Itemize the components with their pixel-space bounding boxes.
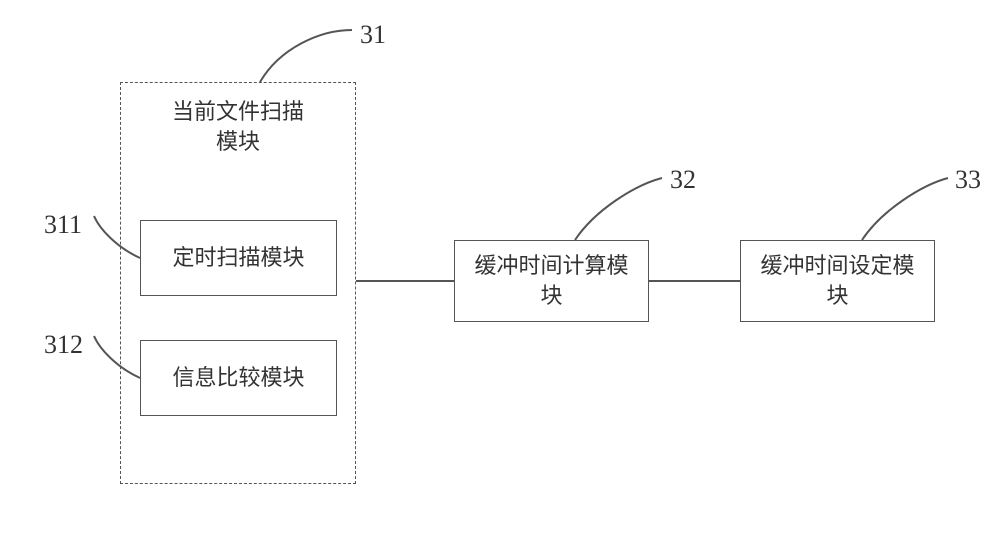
module-timed-scan-label: 定时扫描模块 bbox=[172, 243, 304, 273]
module-buffer-time-calc-l2: 块 bbox=[540, 281, 562, 311]
ref-label-32: 32 bbox=[670, 165, 696, 195]
module-title-line2: 模块 bbox=[172, 127, 304, 157]
module-buffer-time-set-l1: 缓冲时间设定模 bbox=[760, 251, 914, 281]
ref-label-312: 312 bbox=[44, 330, 83, 360]
module-title-line1: 当前文件扫描 bbox=[172, 97, 304, 127]
ref-label-311: 311 bbox=[44, 210, 82, 240]
ref-label-33: 33 bbox=[955, 165, 981, 195]
ref-label-31: 31 bbox=[360, 20, 386, 50]
connector-line bbox=[356, 280, 454, 282]
module-buffer-time-set: 缓冲时间设定模 块 bbox=[740, 240, 935, 322]
module-buffer-time-set-l2: 块 bbox=[826, 281, 848, 311]
module-info-compare: 信息比较模块 bbox=[140, 340, 337, 416]
module-timed-scan: 定时扫描模块 bbox=[140, 220, 337, 296]
module-buffer-time-calc-l1: 缓冲时间计算模 bbox=[474, 251, 628, 281]
diagram-canvas: 当前文件扫描 模块 定时扫描模块 信息比较模块 缓冲时间计算模 块 缓冲时间设定… bbox=[0, 0, 1000, 555]
module-buffer-time-calc: 缓冲时间计算模 块 bbox=[454, 240, 649, 322]
module-info-compare-label: 信息比较模块 bbox=[172, 363, 304, 393]
connector-line bbox=[649, 280, 740, 282]
